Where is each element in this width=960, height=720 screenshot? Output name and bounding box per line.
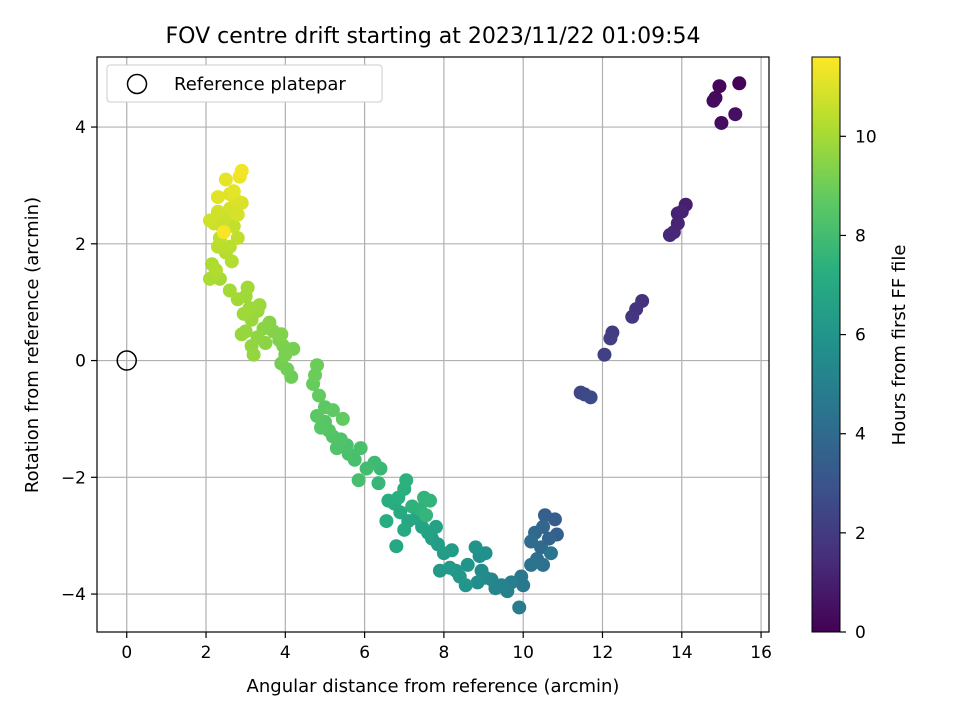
data-point <box>325 403 340 418</box>
data-point <box>359 461 374 476</box>
data-point <box>226 184 241 199</box>
x-tick-label: 0 <box>121 643 132 663</box>
chart-title: FOV centre drift starting at 2023/11/22 … <box>166 24 701 49</box>
data-point <box>230 230 245 245</box>
data-point <box>234 163 249 178</box>
data-point <box>314 420 328 435</box>
data-point <box>536 557 551 572</box>
colorbar-tick-label: 6 <box>855 326 866 346</box>
colorbar-ticks: 0 2 4 6 8 10 <box>840 127 877 643</box>
colorbar-label: Hours from first FF file <box>889 245 910 446</box>
y-tick-label: −2 <box>61 468 86 488</box>
y-axis: −4 −2 0 2 4 <box>61 118 97 605</box>
grid <box>97 57 769 632</box>
data-points <box>202 76 747 615</box>
data-point <box>460 557 475 572</box>
data-point <box>516 578 531 593</box>
x-tick-label: 2 <box>201 643 212 663</box>
y-tick-label: −4 <box>61 585 86 605</box>
data-point <box>662 228 677 243</box>
colorbar: 0 2 4 6 8 10 Hours from first FF file <box>811 56 910 643</box>
data-point <box>310 358 325 373</box>
x-tick-label: 14 <box>671 643 693 663</box>
colorbar-tick-label: 8 <box>855 226 866 246</box>
data-point <box>399 473 414 488</box>
reference-platepar-marker <box>116 350 137 371</box>
data-point <box>208 263 223 278</box>
reference-marker <box>116 350 137 371</box>
data-point <box>583 390 598 405</box>
legend: Reference platepar <box>106 64 383 103</box>
data-point <box>312 388 327 403</box>
data-point <box>353 441 368 456</box>
data-point <box>625 309 640 324</box>
x-tick-label: 8 <box>438 643 449 663</box>
y-tick-label: 2 <box>75 235 86 255</box>
x-tick-label: 10 <box>512 643 534 663</box>
data-point <box>236 306 251 321</box>
colorbar-tick-label: 0 <box>855 623 866 643</box>
data-point <box>222 283 237 298</box>
colorbar-tick-label: 2 <box>855 524 866 544</box>
data-point <box>543 546 558 561</box>
data-point <box>714 115 729 130</box>
data-point <box>234 327 249 342</box>
data-point <box>210 190 225 205</box>
data-point <box>712 79 727 94</box>
data-point <box>335 411 350 426</box>
data-point <box>216 225 231 240</box>
data-point <box>470 575 485 590</box>
y-axis-label: Rotation from reference (arcmin) <box>22 197 43 493</box>
data-point <box>230 207 245 222</box>
x-axis-label: Angular distance from reference (arcmin) <box>247 676 620 697</box>
data-point <box>728 107 743 122</box>
data-point <box>371 476 386 491</box>
data-point <box>603 331 618 346</box>
colorbar-tick-label: 4 <box>855 425 866 445</box>
data-point <box>597 347 612 362</box>
y-tick-label: 4 <box>75 118 86 138</box>
data-point <box>524 534 539 549</box>
data-point <box>246 347 261 362</box>
data-point <box>218 172 233 187</box>
data-point <box>351 473 366 488</box>
x-tick-label: 4 <box>280 643 291 663</box>
data-point <box>379 514 394 529</box>
data-point <box>397 522 412 537</box>
data-point <box>674 204 689 219</box>
x-tick-label: 16 <box>750 643 772 663</box>
data-point <box>474 563 489 578</box>
x-axis: 0 2 4 6 8 10 12 14 16 <box>121 632 772 663</box>
legend-label: Reference platepar <box>174 74 346 95</box>
data-point <box>538 508 552 523</box>
data-point <box>468 540 483 555</box>
data-point <box>432 563 447 578</box>
data-point <box>329 441 344 456</box>
legend-box <box>106 64 383 103</box>
plot-frame <box>96 56 770 633</box>
data-point <box>423 493 438 508</box>
x-tick-label: 6 <box>359 643 370 663</box>
colorbar-gradient <box>811 56 841 633</box>
data-point <box>240 280 255 295</box>
y-tick-label: 0 <box>75 352 86 372</box>
data-point <box>732 76 747 91</box>
data-point <box>210 204 225 219</box>
data-point <box>512 600 527 615</box>
data-point <box>389 539 404 554</box>
colorbar-tick-label: 10 <box>855 127 877 147</box>
x-tick-label: 12 <box>592 643 614 663</box>
data-point <box>524 557 539 572</box>
legend-marker-icon <box>126 73 148 95</box>
data-point <box>706 93 721 108</box>
data-point <box>419 508 434 523</box>
